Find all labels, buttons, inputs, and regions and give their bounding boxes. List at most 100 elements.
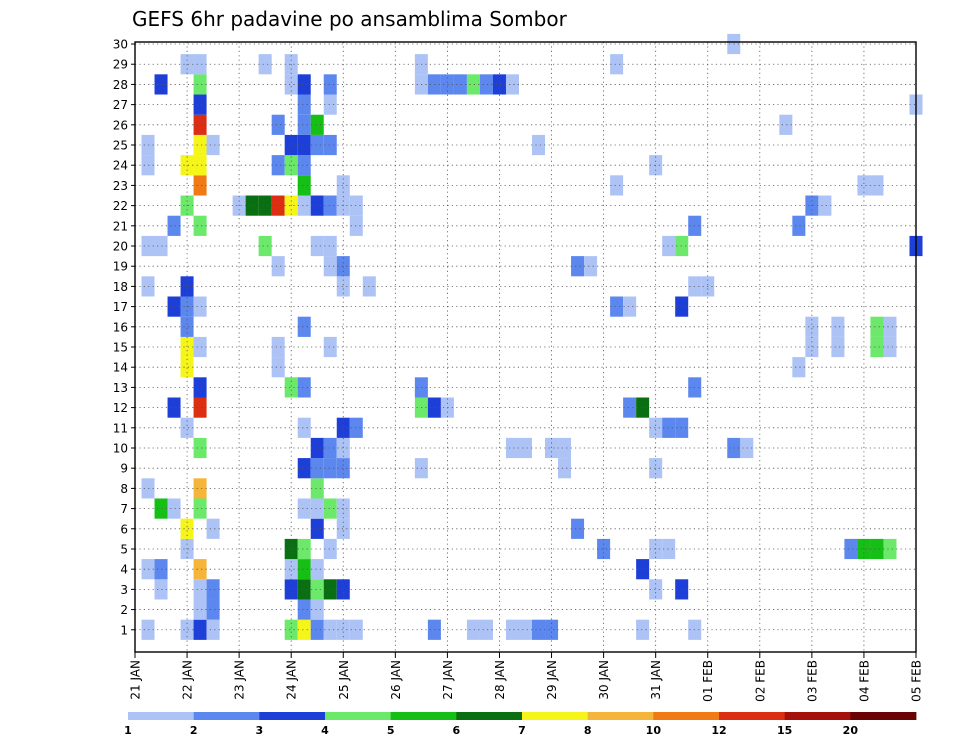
- legend-swatch: [653, 712, 720, 720]
- heatmap-cell: [310, 458, 324, 479]
- heatmap-cell: [571, 518, 585, 539]
- y-tick-label: 10: [113, 441, 128, 455]
- x-tick-label: 02 FEB: [753, 660, 767, 702]
- y-tick-label: 14: [113, 361, 128, 375]
- x-tick-label: 01 FEB: [701, 660, 715, 702]
- heatmap-cell: [258, 195, 272, 216]
- heatmap-cell: [193, 134, 207, 156]
- y-tick-label: 24: [113, 159, 128, 173]
- x-tick-label: 29 JAN: [545, 660, 559, 700]
- heatmap-cell: [870, 538, 884, 560]
- heatmap-cell: [610, 296, 624, 317]
- heatmap-cell: [532, 134, 546, 156]
- y-tick-label: 12: [113, 401, 128, 415]
- heatmap-cell: [584, 256, 598, 277]
- x-tick-label: 31 JAN: [649, 660, 663, 700]
- y-tick-label: 27: [113, 98, 128, 112]
- legend-swatch: [259, 712, 326, 720]
- heatmap-cell: [193, 377, 207, 398]
- x-tick-label: 05 FEB: [910, 660, 924, 702]
- heatmap-cell: [193, 114, 207, 135]
- heatmap-cell: [310, 579, 324, 600]
- heatmap-cell: [349, 215, 363, 236]
- heatmap-cell: [297, 114, 311, 135]
- heatmap-cell: [154, 74, 168, 95]
- legend-swatch: [587, 712, 654, 720]
- heatmap-cell: [271, 336, 285, 358]
- heatmap-cell: [662, 235, 676, 257]
- heatmap-cell: [297, 559, 311, 580]
- y-tick-label: 9: [120, 462, 128, 476]
- heatmap-cell: [323, 538, 337, 560]
- y-tick-label: 29: [113, 58, 128, 72]
- heatmap-cell: [636, 397, 650, 418]
- heatmap-cell: [297, 619, 311, 640]
- plot-frame: [134, 41, 917, 653]
- legend-swatch: [522, 712, 589, 720]
- heatmap-cell: [831, 336, 845, 358]
- heatmap-cell: [206, 599, 220, 620]
- heatmap-cell: [284, 377, 298, 398]
- y-tick-label: 30: [113, 38, 128, 52]
- y-tick-label: 1: [120, 623, 128, 637]
- heatmap-cell: [271, 256, 285, 277]
- y-tick-label: 26: [113, 118, 128, 132]
- heatmap-cell: [245, 195, 259, 216]
- y-tick-label: 22: [113, 199, 128, 213]
- heatmap-cell: [323, 195, 337, 216]
- y-tick-label: 5: [120, 542, 128, 556]
- y-tick-label: 18: [113, 280, 128, 294]
- heatmap-cell: [323, 256, 337, 277]
- heatmap-cell: [323, 498, 337, 519]
- y-tick-label: 7: [120, 502, 128, 516]
- heatmap-cell: [649, 458, 663, 479]
- heatmap-cell: [883, 538, 897, 560]
- heatmap-cell: [310, 134, 324, 156]
- heatmap-cell: [857, 175, 871, 196]
- legend-label: 8: [584, 724, 592, 737]
- heatmap-cell: [193, 215, 207, 236]
- heatmap-cell: [453, 74, 467, 95]
- heatmap-cell: [518, 437, 533, 459]
- heatmap-cell: [297, 599, 311, 620]
- heatmap-cell: [206, 518, 220, 539]
- y-tick-label: 17: [113, 300, 128, 314]
- heatmap-cell: [193, 296, 207, 317]
- heatmap-cell: [662, 538, 676, 560]
- heatmap-cell: [193, 74, 207, 95]
- heatmap-cell: [141, 155, 155, 176]
- heatmap-cell: [180, 276, 194, 297]
- heatmap-cell: [479, 74, 493, 95]
- y-tick-label: 4: [120, 563, 128, 577]
- heatmap-cell: [466, 74, 480, 95]
- heatmap-cell: [180, 518, 194, 539]
- heatmap-cell: [141, 276, 155, 297]
- x-tick-label: 30 JAN: [597, 660, 611, 700]
- heatmap-cell: [167, 215, 181, 236]
- legend-swatch: [456, 712, 523, 720]
- heatmap-cell: [297, 155, 311, 176]
- heatmap-cell: [336, 175, 350, 196]
- heatmap-cell: [297, 134, 311, 156]
- heatmap-cell: [271, 155, 285, 176]
- heatmap-cell: [336, 256, 350, 277]
- x-tick-label: 03 FEB: [805, 660, 819, 702]
- heatmap-cell: [167, 498, 181, 519]
- heatmap-cell: [310, 195, 324, 216]
- heatmap-cell: [532, 619, 546, 640]
- x-tick-label: 04 FEB: [857, 660, 871, 702]
- y-tick-label: 8: [120, 482, 128, 496]
- heatmap-cell: [258, 235, 272, 257]
- heatmap-cell: [505, 619, 519, 640]
- axis-layer: 1234567891011121314151617181920212223242…: [113, 38, 924, 702]
- heatmap-cell: [284, 134, 298, 156]
- legend-swatch: [128, 712, 195, 720]
- y-tick-label: 21: [113, 219, 128, 233]
- heatmap-cell: [154, 235, 168, 257]
- heatmap-cell: [193, 619, 207, 640]
- heatmap-cell: [505, 437, 519, 459]
- heatmap-cell: [271, 357, 285, 378]
- legend-label: 5: [387, 724, 395, 737]
- heatmap-cell: [636, 619, 650, 640]
- heatmap-cell: [180, 417, 194, 438]
